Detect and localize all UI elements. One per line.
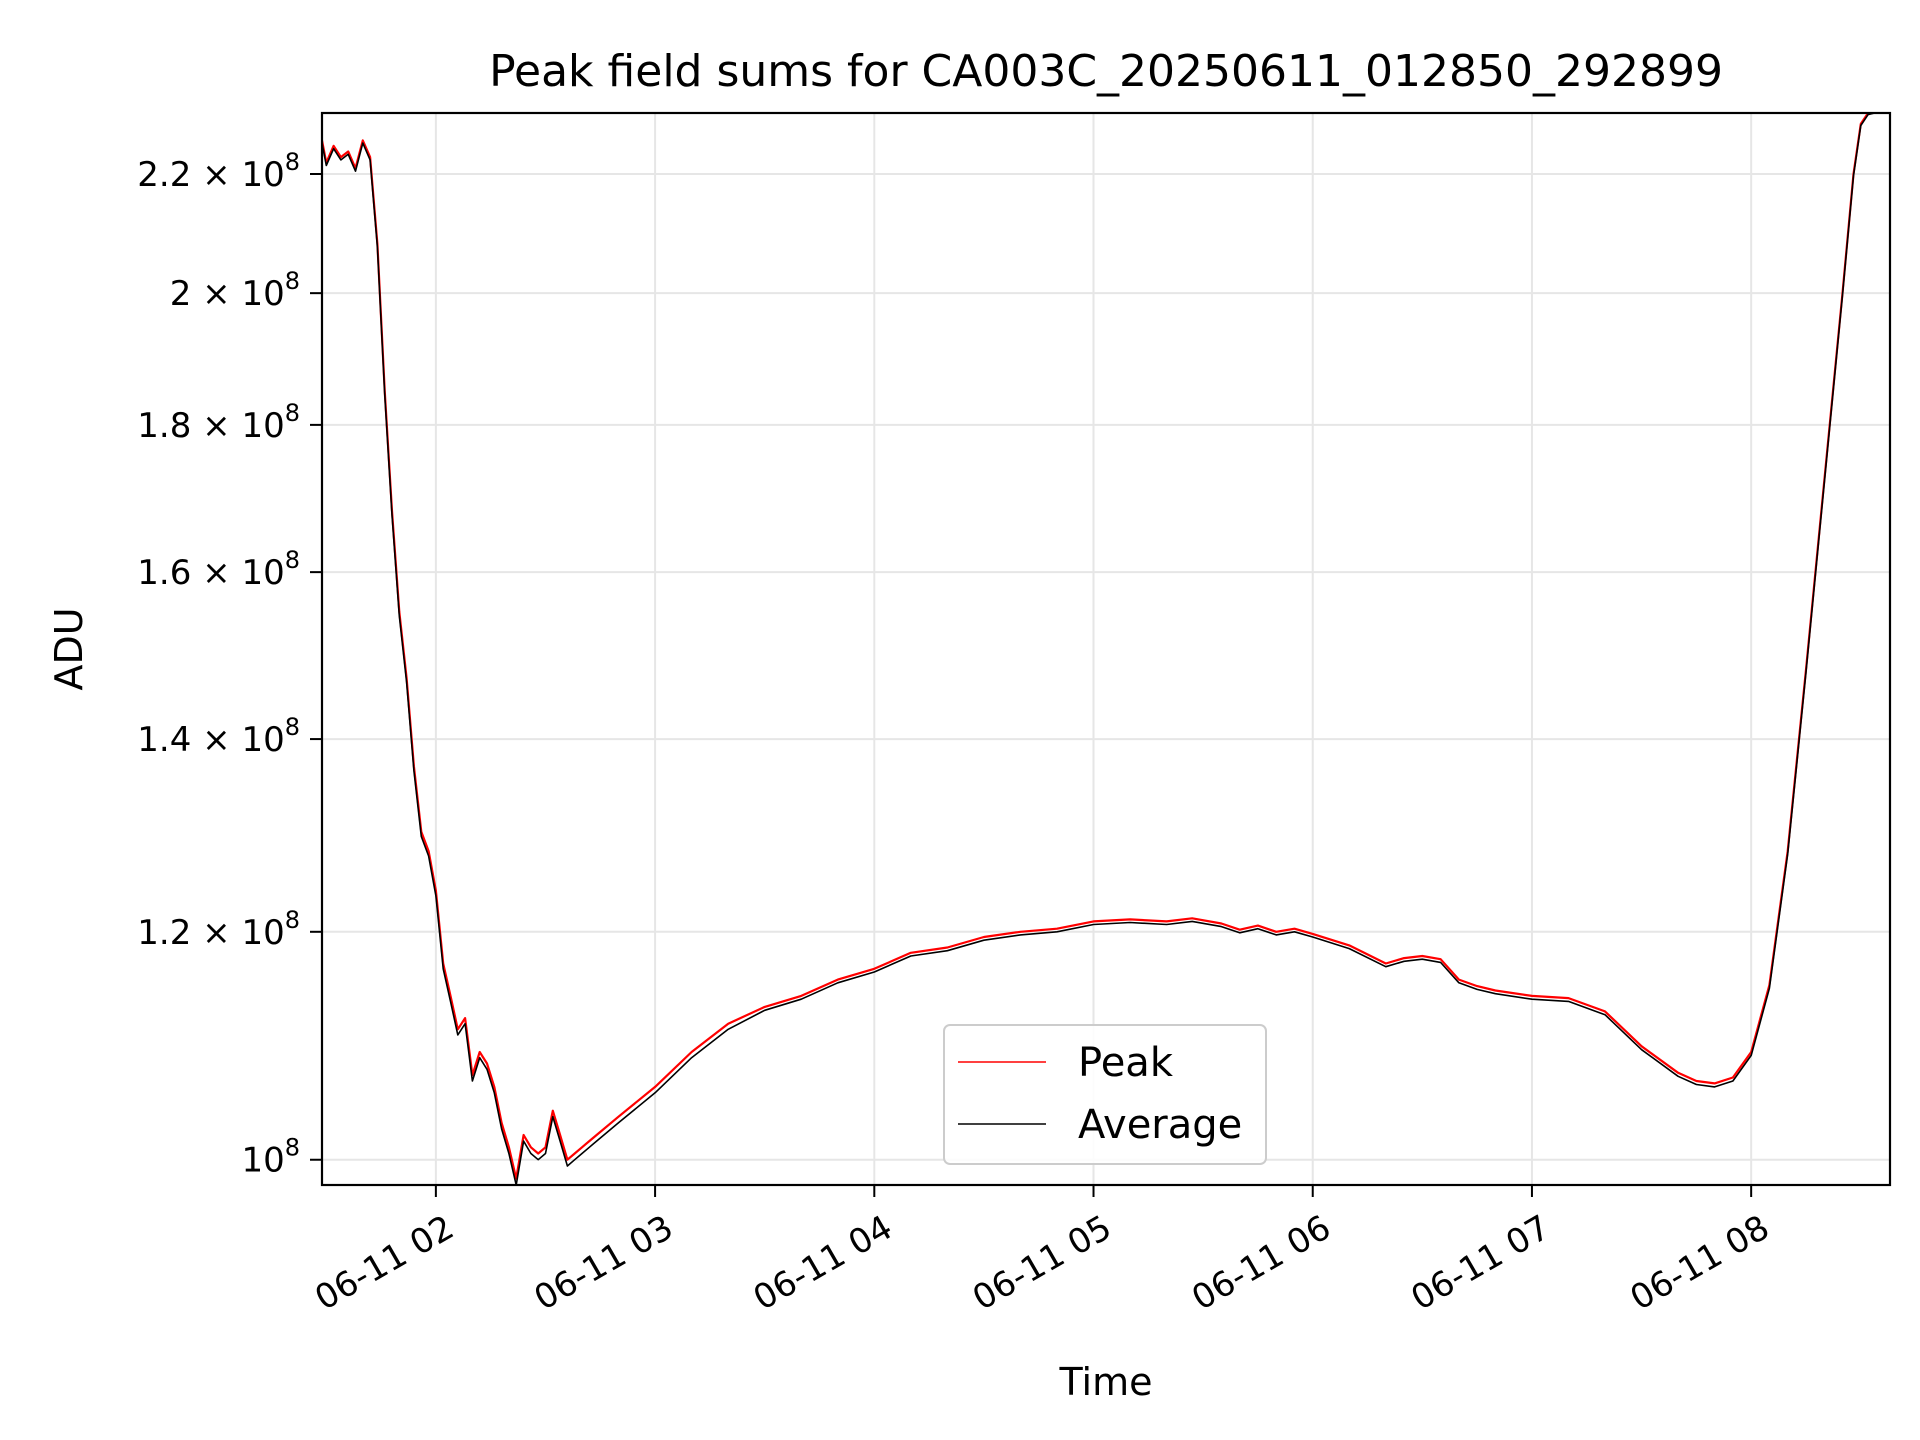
- y-tick-label: 2.2 × 108: [137, 148, 300, 195]
- y-axis-label: ADU: [47, 607, 91, 690]
- y-axis-ticks: 108 1.2 × 108 1.4 × 108 1.6 × 108 1.8 × 108 2…: [137, 148, 322, 1181]
- series-layer: [322, 113, 1878, 1185]
- legend: Peak Average: [943, 1024, 1267, 1165]
- y-tick-label: 1.2 × 108: [137, 906, 300, 953]
- y-tick-label: 108: [241, 1134, 300, 1181]
- chart-title: Peak field sums for CA003C_20250611_0128…: [489, 46, 1723, 97]
- y-tick-label: 1.6 × 108: [137, 546, 300, 593]
- grid-lines: [322, 113, 1890, 1185]
- legend-label-average: Average: [1078, 1102, 1242, 1148]
- y-tick-label: 1.4 × 108: [137, 713, 300, 760]
- series-line-average: [322, 113, 1878, 1185]
- y-tick-label: 1.8 × 108: [137, 399, 300, 446]
- series-line-peak: [322, 113, 1873, 1180]
- plot-frame: [320, 111, 1892, 1187]
- x-axis-label: Time: [1059, 1360, 1153, 1404]
- legend-box: [943, 1024, 1267, 1165]
- y-tick-label: 2 × 108: [170, 267, 300, 314]
- legend-label-peak: Peak: [1078, 1040, 1174, 1086]
